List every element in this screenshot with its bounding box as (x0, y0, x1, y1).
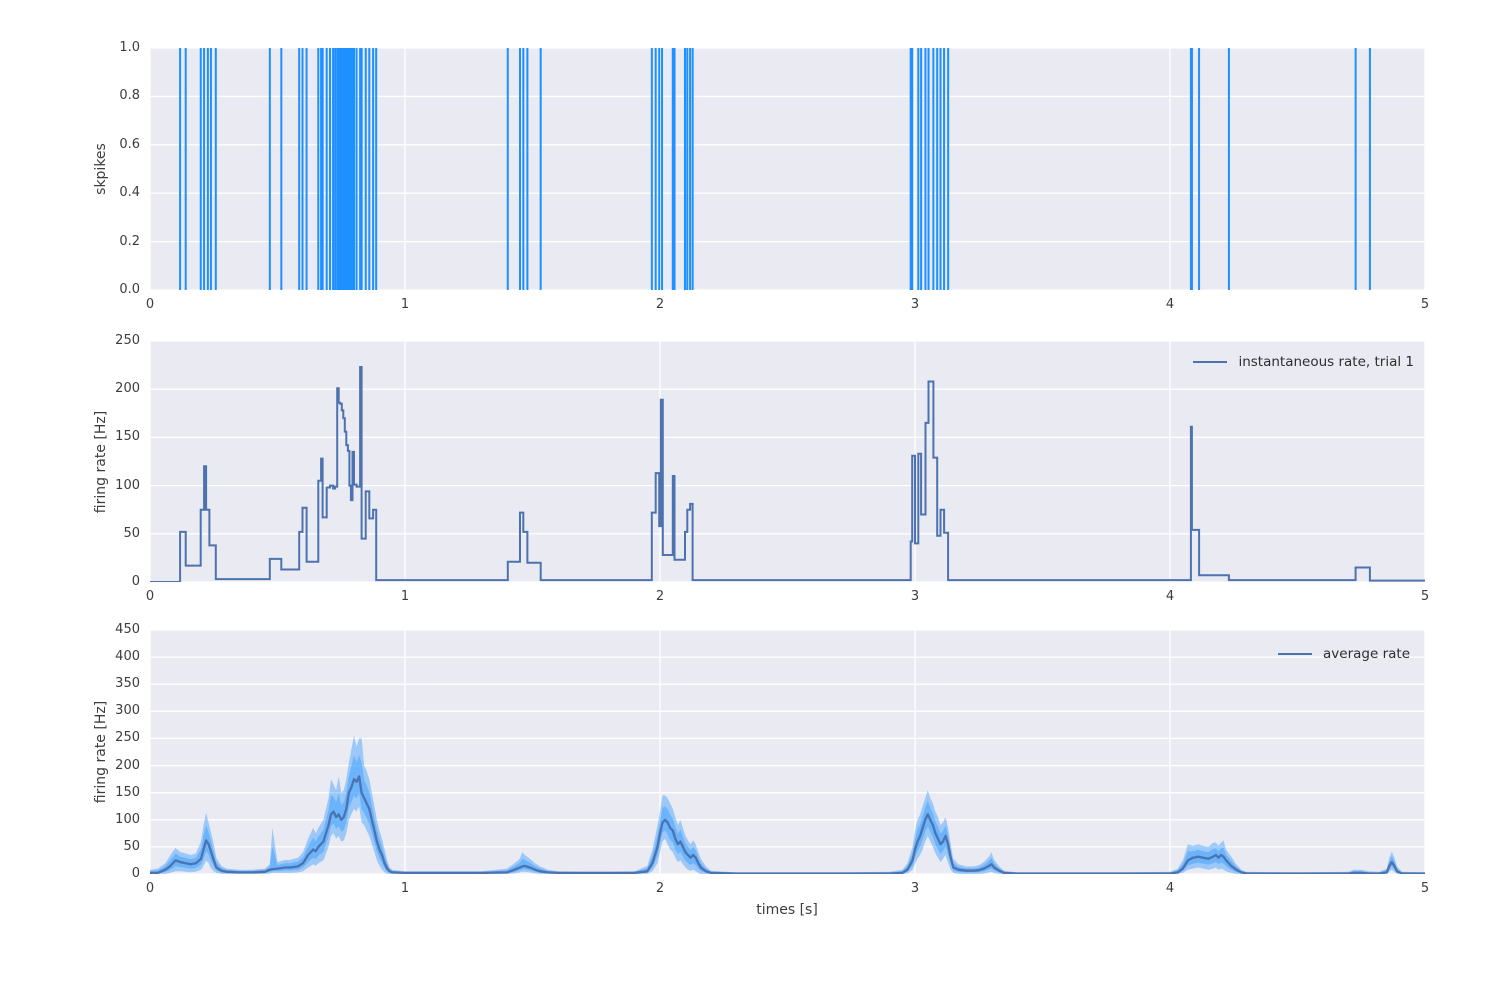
x-tick-label: 0 (145, 297, 155, 312)
std-band-inner (150, 755, 1425, 874)
x-tick-label: 4 (1165, 881, 1175, 896)
instantaneous-rate-canvas (150, 341, 1425, 582)
spike-raster-canvas (150, 48, 1425, 290)
y-tick-label: 0 (131, 866, 140, 881)
x-tick-label: 5 (1420, 297, 1430, 312)
spike-raster-axes (150, 48, 1425, 290)
average-rate-axes (150, 630, 1425, 874)
y-tick-label: 50 (123, 838, 140, 854)
average-rate-y-axis-label: firing rate [Hz] (93, 700, 109, 804)
y-tick-label: 200 (115, 757, 140, 773)
legend-label-instantaneous-rate: instantaneous rate, trial 1 (1238, 354, 1414, 370)
y-tick-label: 50 (123, 525, 140, 541)
instantaneous-rate-line (150, 366, 1425, 582)
x-tick-label: 5 (1420, 589, 1430, 604)
x-tick-label: 2 (655, 297, 665, 312)
average-rate-line (150, 775, 1425, 874)
x-tick-label: 5 (1420, 881, 1430, 896)
y-tick-label: 150 (115, 784, 140, 800)
y-tick-label: 150 (115, 429, 140, 445)
y-tick-label: 300 (115, 703, 140, 719)
x-tick-label: 0 (145, 589, 155, 604)
x-tick-label: 3 (910, 297, 920, 312)
average-rate-canvas (150, 630, 1425, 874)
x-tick-label: 4 (1165, 297, 1175, 312)
instantaneous-rate-axes (150, 341, 1425, 582)
x-tick-label: 0 (145, 881, 155, 896)
y-tick-label: 0.6 (119, 136, 140, 152)
x-tick-label: 1 (400, 297, 410, 312)
y-tick-label: 250 (115, 333, 140, 348)
y-tick-label: 200 (115, 381, 140, 397)
x-tick-label: 4 (1165, 589, 1175, 604)
raster-y-axis-label: skpikes (93, 143, 109, 195)
y-tick-label: 100 (115, 811, 140, 827)
y-tick-label: 1.0 (119, 40, 140, 55)
x-tick-label: 2 (655, 881, 665, 896)
y-tick-label: 0.0 (119, 282, 140, 297)
instantaneous-rate-y-axis-label: firing rate [Hz] (93, 410, 109, 514)
y-tick-label: 400 (115, 649, 140, 665)
y-tick-label: 0 (131, 574, 140, 589)
legend-average-rate: average rate (1278, 646, 1410, 662)
x-tick-label: 1 (400, 589, 410, 604)
y-tick-label: 350 (115, 676, 140, 692)
legend-line-sample (1278, 653, 1313, 655)
legend-line-sample (1193, 361, 1228, 363)
x-tick-label: 2 (655, 589, 665, 604)
y-tick-label: 0.4 (119, 185, 140, 201)
y-tick-label: 450 (115, 622, 140, 637)
y-tick-label: 100 (115, 477, 140, 493)
legend-label-average-rate: average rate (1323, 646, 1410, 662)
y-tick-label: 250 (115, 730, 140, 746)
x-tick-label: 3 (910, 589, 920, 604)
y-tick-label: 0.8 (119, 88, 140, 104)
x-tick-label: 1 (400, 881, 410, 896)
y-tick-label: 0.2 (119, 233, 140, 249)
x-axis-label: times [s] (756, 902, 818, 918)
legend-instantaneous-rate: instantaneous rate, trial 1 (1193, 354, 1414, 370)
x-tick-label: 3 (910, 881, 920, 896)
